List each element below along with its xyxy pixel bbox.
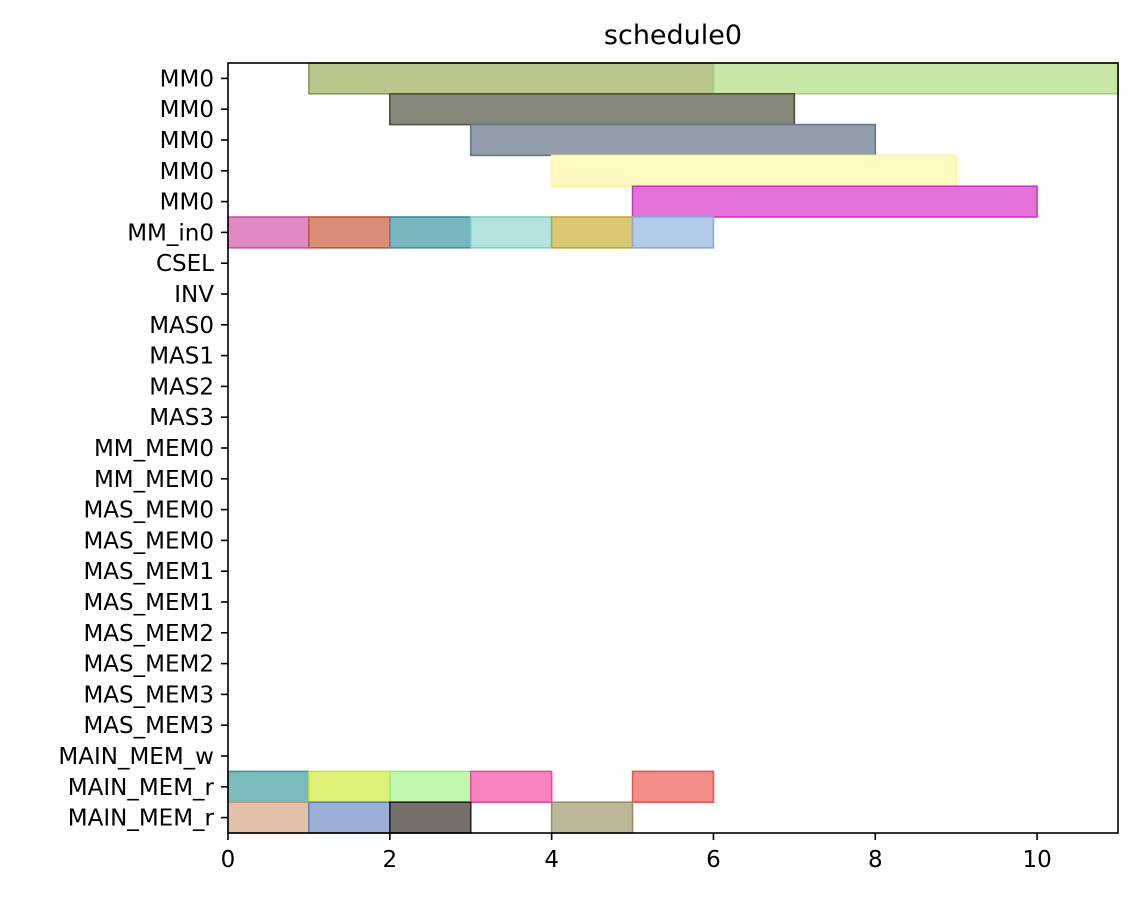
y-tick-label: CSEL xyxy=(156,251,214,277)
y-tick-label: MAS3 xyxy=(149,405,214,431)
y-tick-label: MAS1 xyxy=(149,344,214,370)
task-bar xyxy=(469,216,553,249)
y-tick-label: MAS_MEM3 xyxy=(83,713,214,739)
task-bar xyxy=(550,216,634,249)
task-bar xyxy=(227,801,310,834)
task-bar xyxy=(389,770,472,804)
task-bar xyxy=(550,801,634,834)
task-bar xyxy=(469,770,553,804)
y-tick-label: MAS_MEM2 xyxy=(83,621,214,647)
y-tick-label: MM0 xyxy=(160,190,214,216)
y-tick-label: MAS_MEM0 xyxy=(83,498,214,524)
task-bar xyxy=(389,801,472,834)
task-bar xyxy=(631,216,715,249)
y-tick-label: INV xyxy=(174,282,214,308)
task-bar xyxy=(308,801,391,834)
task-bar xyxy=(712,62,1119,95)
y-tick-label: MM_in0 xyxy=(127,220,214,246)
y-tick-label: MM0 xyxy=(160,97,214,123)
task-bar xyxy=(308,62,715,95)
x-tick-label: 8 xyxy=(868,847,883,873)
y-tick-label: MAS_MEM2 xyxy=(83,652,214,678)
x-tick-label: 4 xyxy=(544,847,559,873)
task-bar xyxy=(227,770,310,804)
task-bar xyxy=(389,93,796,126)
task-bar xyxy=(308,216,391,249)
x-tick-label: 2 xyxy=(382,847,397,873)
y-tick-label: MM_MEM0 xyxy=(94,467,214,493)
y-tick-label: MAS_MEM3 xyxy=(83,682,214,708)
task-bar xyxy=(227,216,310,249)
task-bar xyxy=(469,123,877,157)
y-tick-label: MAS2 xyxy=(149,374,214,400)
task-bar xyxy=(631,770,715,804)
y-tick-label: MAIN_MEM_r xyxy=(68,806,215,832)
x-tick-label: 10 xyxy=(1022,847,1051,873)
y-tick-label: MAS_MEM1 xyxy=(83,559,214,585)
y-tick-label: MM0 xyxy=(160,66,214,92)
x-axis: 0 2 4 6 8 10 xyxy=(221,833,1052,873)
y-tick-label: MM0 xyxy=(160,128,214,154)
task-bars xyxy=(227,62,1119,834)
y-tick-label: MM_MEM0 xyxy=(94,436,214,462)
x-tick-label: 0 xyxy=(221,847,236,873)
task-bar xyxy=(389,216,472,249)
task-bar xyxy=(631,185,1038,218)
y-tick-label: MAIN_MEM_w xyxy=(58,744,214,770)
task-bar xyxy=(308,770,391,804)
y-tick-label: MAS_MEM0 xyxy=(83,528,214,554)
x-tick-label: 6 xyxy=(706,847,721,873)
y-axis: MM0 MM0 MM0 MM0 MM0 MM_in0 CSEL INV MAS0 MAS1 MAS2… xyxy=(58,66,228,832)
chart-title: schedule0 xyxy=(604,20,742,51)
y-tick-label: MM0 xyxy=(160,159,214,185)
y-tick-label: MAS_MEM1 xyxy=(83,590,214,616)
task-bar xyxy=(550,154,957,187)
y-tick-label: MAS0 xyxy=(149,313,214,339)
y-tick-label: MAIN_MEM_r xyxy=(68,775,215,801)
